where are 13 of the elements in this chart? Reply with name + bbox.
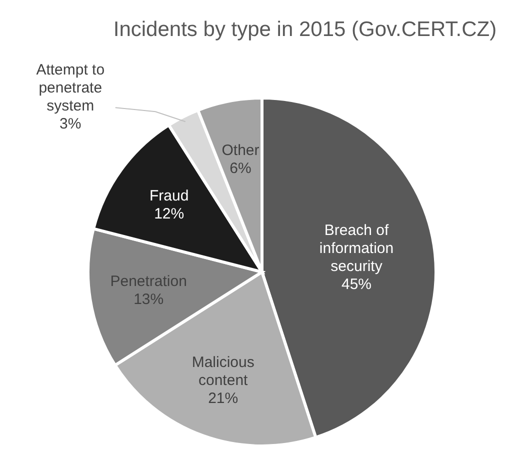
slice-label: Attempt to penetrate system	[36, 62, 105, 115]
data-label: 21%	[208, 390, 238, 408]
data-label: 3%	[60, 116, 82, 133]
data-label: 45%	[342, 276, 372, 294]
slice-label: Penetration	[110, 272, 187, 290]
data-label: 12%	[154, 206, 184, 222]
chart-title: Incidents by type in 2015 (Gov.CERT.CZ)	[113, 18, 497, 41]
slice-label: Malicious content	[192, 354, 254, 390]
slice-label: Fraud	[150, 188, 189, 204]
slice-label: Breach of information security	[319, 222, 394, 276]
data-label: 6%	[230, 160, 252, 178]
data-label: 13%	[134, 290, 164, 308]
slice-label: Other	[222, 142, 260, 160]
